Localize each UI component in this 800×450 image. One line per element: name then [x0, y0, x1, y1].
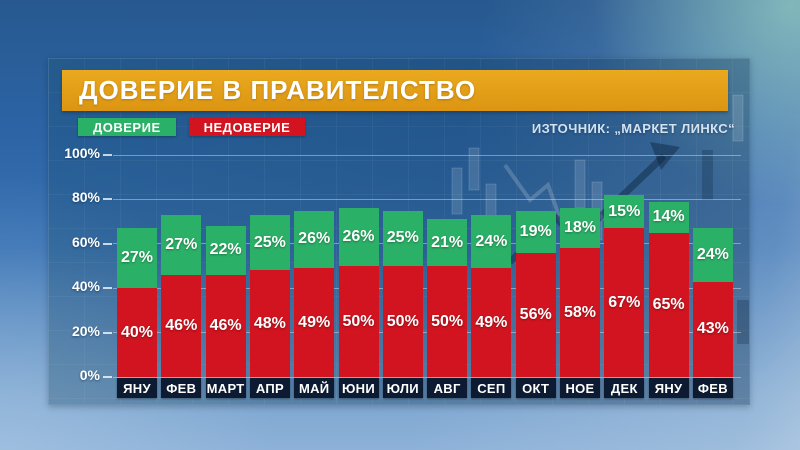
- y-axis-tick: [103, 242, 112, 245]
- legend-trust-chip: ДОВЕРИЕ: [78, 118, 176, 136]
- x-axis-label-2: МАРТ: [205, 378, 246, 398]
- bar-value-distrust: 46%: [165, 316, 198, 334]
- bar-value-trust: 24%: [475, 232, 508, 250]
- x-axis-label-10: НОЕ: [560, 378, 600, 398]
- x-axis-label-11: ДЕК: [604, 378, 645, 398]
- bar-value-trust: 18%: [563, 219, 597, 237]
- bar-value-distrust: 50%: [431, 312, 464, 330]
- legend-distrust-chip: НЕДОВЕРИЕ: [188, 118, 306, 136]
- gridline-60: [113, 243, 741, 245]
- y-axis-tick: [103, 198, 112, 201]
- bar-segment-trust: 26%: [294, 210, 335, 269]
- bar-segment-distrust: 49%: [471, 268, 512, 377]
- bar-segment-distrust: 50%: [382, 266, 423, 377]
- bar-segment-trust: 27%: [161, 214, 202, 275]
- y-axis-label: 20%: [71, 322, 100, 339]
- bar-value-distrust: 48%: [253, 314, 286, 332]
- y-axis-tick: [103, 331, 112, 334]
- bar-segment-trust: 27%: [117, 228, 157, 289]
- page-title: ДОВЕРИЕ В ПРАВИТЕЛСТВО: [79, 75, 477, 105]
- x-axis-label-3: АПР: [249, 378, 290, 398]
- bar-segment-distrust: 67%: [604, 228, 645, 377]
- x-axis-label-0: ЯНУ: [117, 378, 157, 398]
- bar-value-distrust: 49%: [475, 313, 508, 331]
- y-axis-tick: [103, 154, 112, 156]
- bar-value-distrust: 50%: [342, 312, 375, 330]
- bar-segment-distrust: 65%: [648, 232, 689, 377]
- bar-segment-distrust: 40%: [117, 288, 157, 377]
- bar-value-distrust: 65%: [652, 295, 685, 313]
- y-axis-label: 100%: [64, 145, 100, 161]
- bar-segment-distrust: 46%: [161, 274, 202, 377]
- bar-value-trust: 15%: [608, 202, 641, 220]
- title-band: ДОВЕРИЕ В ПРАВИТЕЛСТВО: [62, 70, 728, 111]
- bar-value-distrust: 67%: [608, 293, 641, 311]
- gridline-80: [113, 198, 741, 200]
- bar-value-distrust: 50%: [386, 312, 419, 330]
- legend-distrust-label: НЕДОВЕРИЕ: [203, 119, 291, 135]
- bar-segment-trust: 15%: [604, 194, 645, 229]
- x-axis-label-5: ЮНИ: [338, 378, 379, 398]
- bar-value-trust: 26%: [342, 228, 375, 246]
- bar-segment-trust: 24%: [471, 214, 512, 269]
- bar-value-distrust: 40%: [120, 323, 154, 341]
- bar-value-trust: 27%: [120, 249, 154, 267]
- y-axis-label: 40%: [71, 278, 100, 295]
- bar-segment-distrust: 49%: [294, 268, 335, 377]
- x-axis-label-6: ЮЛИ: [382, 378, 423, 398]
- x-axis-label-12: ЯНУ: [648, 378, 689, 398]
- y-axis-label: 0%: [79, 367, 100, 383]
- y-axis-tick: [103, 287, 112, 290]
- bar-segment-trust: 19%: [515, 210, 556, 253]
- x-axis-label-8: СЕП: [471, 378, 512, 398]
- bar-value-trust: 25%: [253, 233, 286, 251]
- y-axis-tick: [103, 376, 112, 378]
- bar-value-trust: 25%: [386, 229, 419, 247]
- bar-segment-distrust: 50%: [338, 266, 379, 377]
- legend-trust-label: ДОВЕРИЕ: [93, 119, 161, 135]
- bar-segment-distrust: 46%: [205, 274, 246, 377]
- bar-segment-distrust: 58%: [560, 248, 600, 377]
- bar-segment-trust: 25%: [249, 214, 290, 271]
- bar-segment-distrust: 56%: [515, 252, 556, 377]
- bar-value-trust: 19%: [519, 222, 552, 240]
- bar-value-trust: 14%: [652, 208, 685, 226]
- bar-value-distrust: 46%: [209, 316, 242, 334]
- bar-value-trust: 21%: [431, 233, 464, 251]
- bar-value-distrust: 43%: [696, 320, 729, 338]
- bar-segment-trust: 25%: [382, 210, 423, 266]
- bar-segment-trust: 24%: [692, 228, 733, 282]
- bar-value-trust: 27%: [165, 235, 198, 253]
- x-axis-label-4: МАЙ: [294, 378, 335, 398]
- x-axis-label-7: АВГ: [427, 378, 468, 398]
- y-axis-label: 60%: [71, 233, 100, 250]
- y-axis-label: 80%: [71, 189, 100, 206]
- gridline-20: [113, 332, 741, 334]
- gridline-100: [113, 154, 741, 156]
- bar-segment-distrust: 50%: [427, 266, 468, 377]
- x-axis-label-13: ФЕВ: [692, 378, 733, 398]
- bar-segment-trust: 14%: [648, 201, 689, 233]
- gridline-40: [113, 287, 741, 289]
- bar-segment-trust: 21%: [427, 219, 468, 266]
- x-axis-label-9: ОКТ: [515, 378, 556, 398]
- bar-value-distrust: 49%: [298, 313, 331, 331]
- source-label: ИЗТОЧНИК: „МАРКЕТ ЛИНКС“: [531, 121, 735, 136]
- legend: ДОВЕРИЕ НЕДОВЕРИЕ: [78, 118, 306, 136]
- x-axis-label-1: ФЕВ: [161, 378, 202, 398]
- bar-value-trust: 22%: [209, 241, 242, 259]
- bar-segment-trust: 18%: [560, 208, 600, 249]
- gridline-0: [113, 376, 741, 378]
- bar-segment-distrust: 48%: [249, 270, 290, 377]
- bar-segment-trust: 26%: [338, 208, 379, 266]
- bar-value-distrust: 56%: [519, 305, 552, 323]
- bar-value-trust: 24%: [696, 245, 729, 263]
- bar-segment-trust: 22%: [205, 226, 246, 275]
- bar-value-trust: 26%: [298, 230, 331, 248]
- bar-segment-distrust: 43%: [692, 281, 733, 377]
- bar-value-distrust: 58%: [563, 303, 597, 321]
